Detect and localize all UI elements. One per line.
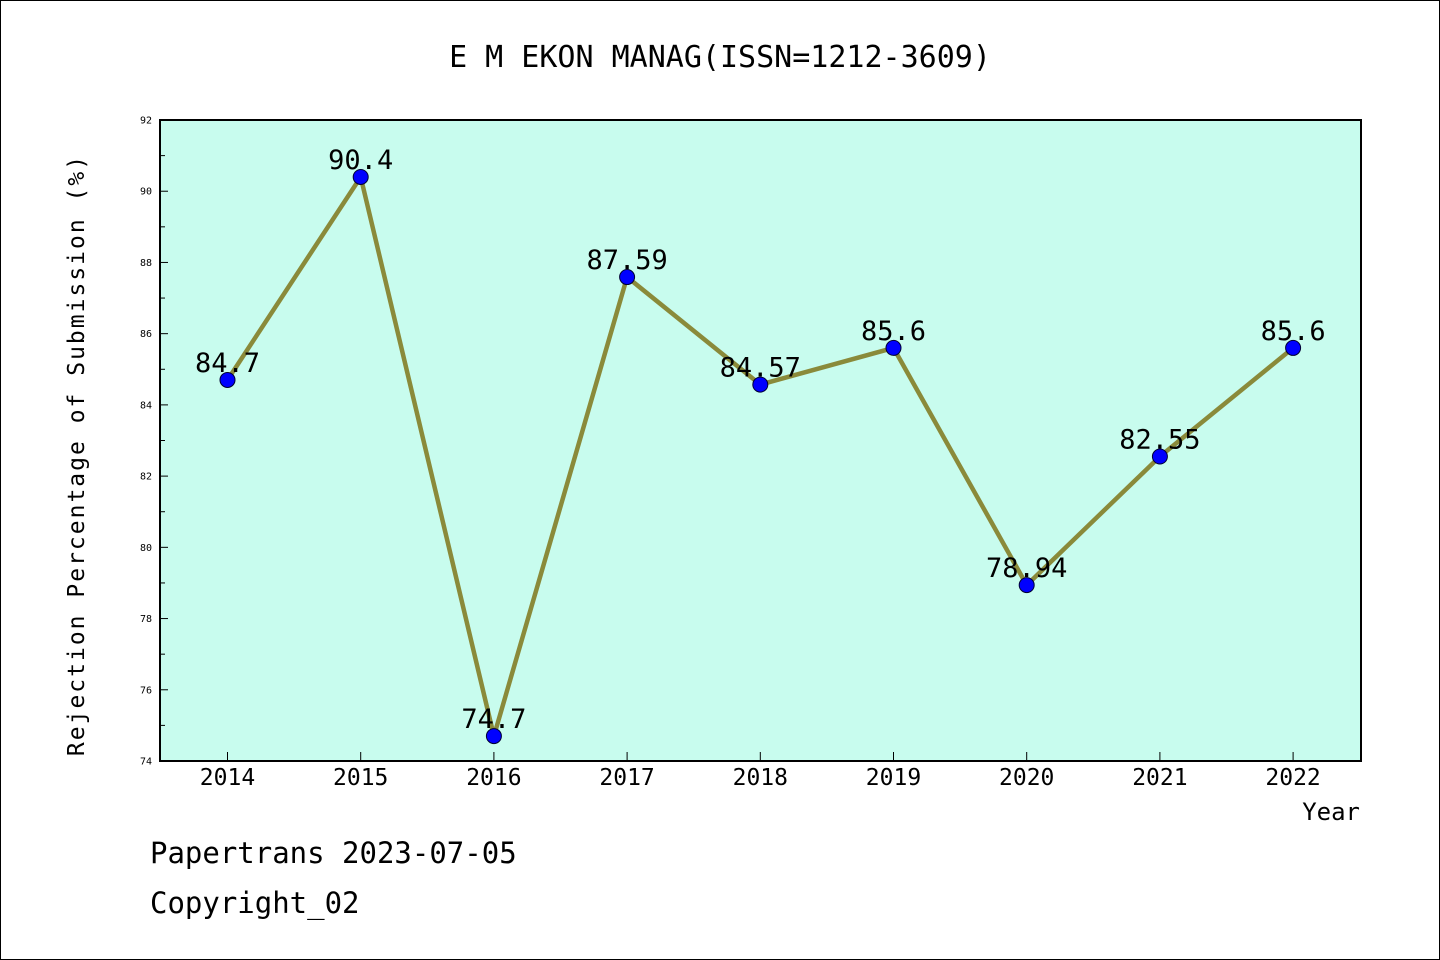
data-label: 87.59 — [586, 245, 667, 276]
x-axis-label: Year — [1302, 798, 1360, 826]
x-tick-label: 2014 — [200, 765, 255, 791]
y-tick-label: 82 — [140, 472, 152, 483]
y-tick-label: 78 — [140, 614, 152, 625]
footer-date: Papertrans 2023-07-05 — [150, 836, 517, 870]
y-tick-label: 86 — [140, 329, 152, 340]
data-point — [619, 269, 636, 286]
y-axis-label: Rejection Percentage of Submission (%) — [64, 154, 90, 756]
chart-title: E M EKON MANAG(ISSN=1212-3609) — [449, 40, 991, 75]
y-tick-label: 80 — [140, 543, 152, 554]
data-point — [1285, 339, 1302, 356]
y-tick-label: 90 — [140, 187, 152, 198]
y-tick-label: 88 — [140, 258, 152, 269]
plot-area — [159, 119, 1362, 762]
data-point — [885, 339, 902, 356]
x-tick-label: 2018 — [733, 765, 788, 791]
data-label: 84.7 — [195, 348, 260, 379]
y-tick-label: 84 — [140, 400, 152, 411]
x-tick-label: 2020 — [999, 765, 1054, 791]
x-tick-label: 2017 — [599, 765, 654, 791]
x-tick-label: 2021 — [1132, 765, 1187, 791]
x-axis: 2014 2015 2016 2017 2018 2019 2020 2021 2022 — [200, 752, 1321, 791]
data-point — [752, 376, 769, 393]
data-point — [1018, 577, 1035, 594]
data-point — [219, 371, 236, 388]
x-tick-label: 2019 — [866, 765, 921, 791]
data-label: 90.4 — [328, 145, 393, 176]
x-tick-label: 2016 — [466, 765, 521, 791]
data-label: 85.6 — [1261, 316, 1326, 347]
x-tick-label: 2015 — [333, 765, 388, 791]
y-axis: 74 76 78 80 82 84 86 88 90 92 — [140, 116, 168, 768]
footer-copyright: Copyright_02 — [150, 886, 360, 920]
data-label: 85.6 — [861, 316, 926, 347]
data-label: 84.57 — [720, 353, 801, 384]
data-label: 82.55 — [1119, 425, 1200, 456]
data-point — [485, 728, 502, 745]
series-rejection: 84.7 90.4 74.7 87.59 84.57 85.6 78.94 82.55 85.6 — [195, 145, 1326, 745]
x-tick-label: 2022 — [1265, 765, 1320, 791]
y-tick-label: 74 — [140, 757, 152, 768]
data-label: 78.94 — [986, 553, 1067, 584]
data-label: 74.7 — [461, 704, 526, 735]
data-point — [1151, 448, 1168, 465]
data-point — [352, 168, 369, 185]
y-tick-label: 92 — [140, 116, 152, 127]
y-tick-label: 76 — [140, 685, 152, 696]
